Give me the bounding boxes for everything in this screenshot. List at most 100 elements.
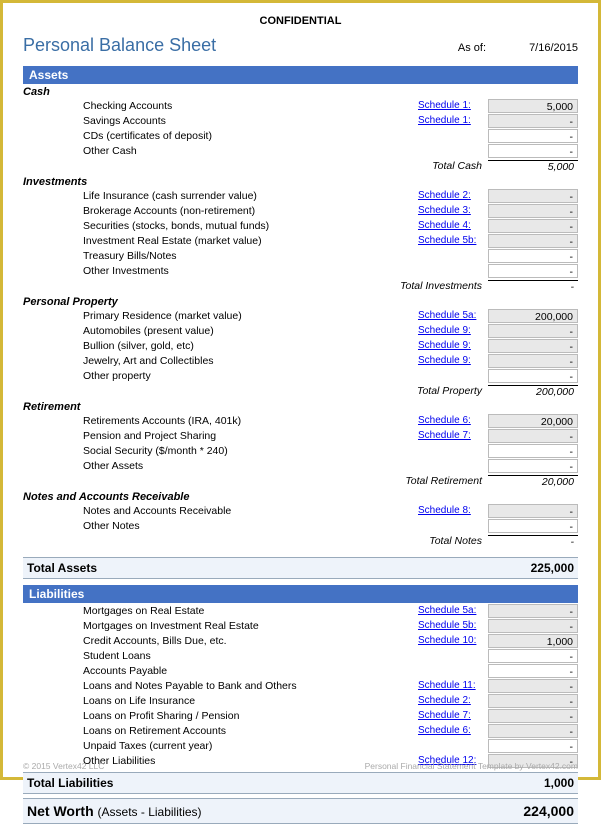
line-value[interactable]: - bbox=[488, 249, 578, 263]
line-label: Accounts Payable bbox=[23, 665, 418, 677]
line-value[interactable]: - bbox=[488, 679, 578, 693]
line-value[interactable]: - bbox=[488, 129, 578, 143]
schedule-link[interactable]: Schedule 3: bbox=[418, 205, 488, 216]
line-item: Savings AccountsSchedule 1:- bbox=[23, 113, 578, 128]
line-value[interactable]: - bbox=[488, 604, 578, 618]
line-value[interactable]: 20,000 bbox=[488, 414, 578, 428]
schedule-link[interactable]: Schedule 2: bbox=[418, 190, 488, 201]
total-liabilities-value: 1,000 bbox=[488, 776, 578, 790]
line-label: Unpaid Taxes (current year) bbox=[23, 740, 418, 752]
line-label: Investment Real Estate (market value) bbox=[23, 235, 418, 247]
line-label: Student Loans bbox=[23, 650, 418, 662]
line-value[interactable]: - bbox=[488, 504, 578, 518]
line-value[interactable]: - bbox=[488, 619, 578, 633]
schedule-link[interactable]: Schedule 7: bbox=[418, 430, 488, 441]
asof-block: As of: 7/16/2015 bbox=[458, 42, 578, 54]
line-value[interactable]: - bbox=[488, 144, 578, 158]
line-value[interactable]: - bbox=[488, 189, 578, 203]
line-value[interactable]: - bbox=[488, 664, 578, 678]
line-item: Jewelry, Art and CollectiblesSchedule 9:… bbox=[23, 353, 578, 368]
line-value[interactable]: - bbox=[488, 264, 578, 278]
schedule-link[interactable]: Schedule 8: bbox=[418, 505, 488, 516]
investments-subtotal: Total Investments - bbox=[23, 278, 578, 294]
line-value[interactable]: - bbox=[488, 709, 578, 723]
property-subtotal-value: 200,000 bbox=[488, 385, 578, 398]
property-subtotal: Total Property 200,000 bbox=[23, 383, 578, 399]
line-item: Loans on Retirement AccountsSchedule 6:- bbox=[23, 723, 578, 738]
schedule-link[interactable]: Schedule 5b: bbox=[418, 620, 488, 631]
line-item: Loans on Profit Sharing / PensionSchedul… bbox=[23, 708, 578, 723]
schedule-link[interactable]: Schedule 1: bbox=[418, 100, 488, 111]
schedule-link[interactable]: Schedule 9: bbox=[418, 325, 488, 336]
line-value[interactable]: - bbox=[488, 429, 578, 443]
line-label: Other property bbox=[23, 370, 418, 382]
line-item: Social Security ($/month * 240)- bbox=[23, 443, 578, 458]
page-title: Personal Balance Sheet bbox=[23, 35, 216, 56]
line-value[interactable]: - bbox=[488, 114, 578, 128]
line-value[interactable]: 200,000 bbox=[488, 309, 578, 323]
schedule-link[interactable]: Schedule 11: bbox=[418, 680, 488, 691]
line-label: Other Investments bbox=[23, 265, 418, 277]
line-label: Jewelry, Art and Collectibles bbox=[23, 355, 418, 367]
notes-subtotal: Total Notes - bbox=[23, 533, 578, 549]
schedule-link[interactable]: Schedule 4: bbox=[418, 220, 488, 231]
line-value[interactable]: - bbox=[488, 649, 578, 663]
assets-header: Assets bbox=[23, 66, 578, 84]
investments-header: Investments bbox=[23, 174, 578, 188]
line-label: Other Notes bbox=[23, 520, 418, 532]
line-value[interactable]: - bbox=[488, 339, 578, 353]
schedule-link[interactable]: Schedule 6: bbox=[418, 415, 488, 426]
line-value[interactable]: 5,000 bbox=[488, 99, 578, 113]
line-label: Mortgages on Investment Real Estate bbox=[23, 620, 418, 632]
line-value[interactable]: 1,000 bbox=[488, 634, 578, 648]
line-label: Loans on Retirement Accounts bbox=[23, 725, 418, 737]
line-item: Life Insurance (cash surrender value)Sch… bbox=[23, 188, 578, 203]
cash-subtotal-label: Total Cash bbox=[23, 160, 488, 172]
line-value[interactable]: - bbox=[488, 444, 578, 458]
notes-header: Notes and Accounts Receivable bbox=[23, 489, 578, 503]
line-item: Other Investments - bbox=[23, 263, 578, 278]
line-value[interactable]: - bbox=[488, 694, 578, 708]
line-item: Other Cash- bbox=[23, 143, 578, 158]
line-item: Investment Real Estate (market value)Sch… bbox=[23, 233, 578, 248]
line-value[interactable]: - bbox=[488, 219, 578, 233]
schedule-link[interactable]: Schedule 6: bbox=[418, 725, 488, 736]
line-label: Securities (stocks, bonds, mutual funds) bbox=[23, 220, 418, 232]
line-value[interactable]: - bbox=[488, 369, 578, 383]
schedule-link[interactable]: Schedule 2: bbox=[418, 695, 488, 706]
line-item: Securities (stocks, bonds, mutual funds)… bbox=[23, 218, 578, 233]
line-value[interactable]: - bbox=[488, 354, 578, 368]
networth-label: Net Worth (Assets - Liabilities) bbox=[23, 803, 488, 819]
schedule-link[interactable]: Schedule 1: bbox=[418, 115, 488, 126]
schedule-link[interactable]: Schedule 9: bbox=[418, 355, 488, 366]
line-label: Savings Accounts bbox=[23, 115, 418, 127]
line-item: CDs (certificates of deposit)- bbox=[23, 128, 578, 143]
line-value[interactable]: - bbox=[488, 204, 578, 218]
investments-subtotal-label: Total Investments bbox=[23, 280, 488, 292]
schedule-link[interactable]: Schedule 5a: bbox=[418, 310, 488, 321]
confidential-label: CONFIDENTIAL bbox=[23, 15, 578, 27]
line-value[interactable]: - bbox=[488, 739, 578, 753]
line-value[interactable]: - bbox=[488, 459, 578, 473]
footer: © 2015 Vertex42 LLC Personal Financial S… bbox=[23, 761, 578, 771]
line-value[interactable]: - bbox=[488, 324, 578, 338]
line-label: Treasury Bills/Notes bbox=[23, 250, 418, 262]
asof-date: 7/16/2015 bbox=[529, 42, 578, 54]
schedule-link[interactable]: Schedule 5a: bbox=[418, 605, 488, 616]
schedule-link[interactable]: Schedule 5b: bbox=[418, 235, 488, 246]
investments-subtotal-value: - bbox=[488, 280, 578, 293]
line-item: Checking AccountsSchedule 1:5,000 bbox=[23, 98, 578, 113]
line-item: Primary Residence (market value)Schedule… bbox=[23, 308, 578, 323]
line-label: Loans on Life Insurance bbox=[23, 695, 418, 707]
asof-label: As of: bbox=[458, 42, 486, 54]
networth-row: Net Worth (Assets - Liabilities) 224,000 bbox=[23, 798, 578, 824]
line-value[interactable]: - bbox=[488, 724, 578, 738]
total-assets-label: Total Assets bbox=[23, 561, 488, 575]
line-item: Other Assets- bbox=[23, 458, 578, 473]
line-value[interactable]: - bbox=[488, 519, 578, 533]
schedule-link[interactable]: Schedule 7: bbox=[418, 710, 488, 721]
networth-label-text: Net Worth bbox=[27, 803, 94, 819]
schedule-link[interactable]: Schedule 10: bbox=[418, 635, 488, 646]
schedule-link[interactable]: Schedule 9: bbox=[418, 340, 488, 351]
line-value[interactable]: - bbox=[488, 234, 578, 248]
